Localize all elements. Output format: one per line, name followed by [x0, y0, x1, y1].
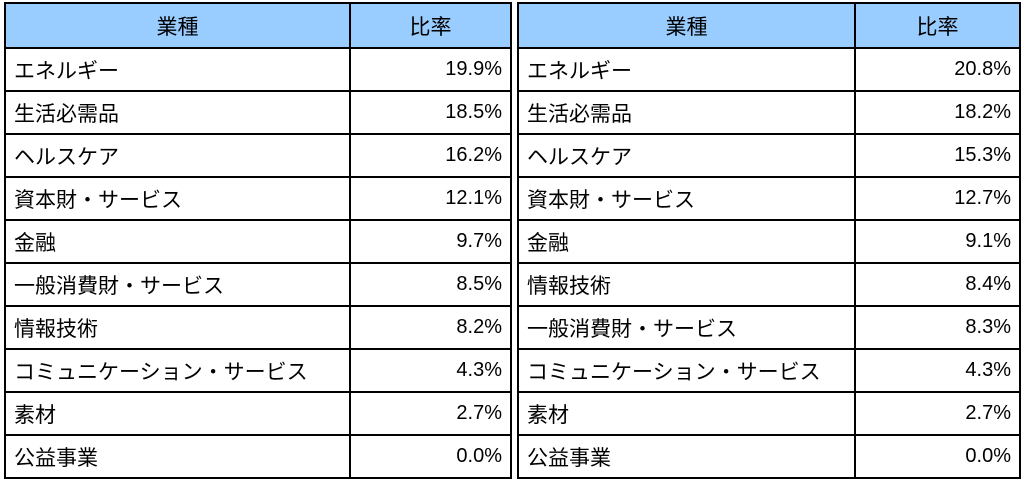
table-row: エネルギー 19.9% [4, 47, 512, 92]
table-row: 素材 2.7% [517, 391, 1021, 436]
ratio-column-header: 比率 [349, 2, 512, 49]
table-row: 一般消費財・サービス 8.3% [517, 305, 1021, 350]
sector-name-cell: エネルギー [517, 47, 856, 92]
ratio-value-cell: 18.2% [854, 90, 1021, 135]
ratio-value-cell: 18.5% [349, 90, 512, 135]
table-row: 資本財・サービス 12.1% [4, 176, 512, 221]
ratio-value-cell: 20.8% [854, 47, 1021, 92]
table-row: ヘルスケア 15.3% [517, 133, 1021, 178]
sector-name-cell: 公益事業 [4, 434, 351, 479]
table-row: 素材 2.7% [4, 391, 512, 436]
sector-name-cell: コミュニケーション・サービス [4, 348, 351, 393]
ratio-value-cell: 19.9% [349, 47, 512, 92]
ratio-value-cell: 8.3% [854, 305, 1021, 350]
ratio-value-cell: 9.7% [349, 219, 512, 264]
ratio-value-cell: 0.0% [349, 434, 512, 479]
table-row: 公益事業 0.0% [517, 434, 1021, 479]
table-row: 金融 9.7% [4, 219, 512, 264]
sector-column-header: 業種 [4, 2, 351, 49]
sector-name-cell: 資本財・サービス [4, 176, 351, 221]
ratio-value-cell: 0.0% [854, 434, 1021, 479]
table-row: エネルギー 20.8% [517, 47, 1021, 92]
ratio-value-cell: 9.1% [854, 219, 1021, 264]
sector-name-cell: 情報技術 [4, 305, 351, 350]
ratio-value-cell: 12.7% [854, 176, 1021, 221]
table-row: 一般消費財・サービス 8.5% [4, 262, 512, 307]
sector-name-cell: コミュニケーション・サービス [517, 348, 856, 393]
table-header-row: 業種 比率 [517, 2, 1021, 49]
sector-name-cell: 生活必需品 [517, 90, 856, 135]
sector-table-left: 業種 比率 エネルギー 19.9% 生活必需品 18.5% ヘルスケア 16.2% 資本財・… [4, 2, 512, 479]
table-row: 生活必需品 18.2% [517, 90, 1021, 135]
sector-name-cell: 資本財・サービス [517, 176, 856, 221]
table-row: コミュニケーション・サービス 4.3% [517, 348, 1021, 393]
sector-name-cell: エネルギー [4, 47, 351, 92]
sector-name-cell: ヘルスケア [4, 133, 351, 178]
sector-name-cell: 金融 [4, 219, 351, 264]
ratio-column-header: 比率 [854, 2, 1021, 49]
ratio-value-cell: 4.3% [854, 348, 1021, 393]
sector-name-cell: 生活必需品 [4, 90, 351, 135]
sector-name-cell: 公益事業 [517, 434, 856, 479]
ratio-value-cell: 8.2% [349, 305, 512, 350]
sector-name-cell: 一般消費財・サービス [4, 262, 351, 307]
ratio-value-cell: 16.2% [349, 133, 512, 178]
table-body: エネルギー 20.8% 生活必需品 18.2% ヘルスケア 15.3% 資本財・サービス 12… [517, 47, 1021, 479]
sector-name-cell: ヘルスケア [517, 133, 856, 178]
sector-name-cell: 情報技術 [517, 262, 856, 307]
ratio-value-cell: 2.7% [349, 391, 512, 436]
table-row: 資本財・サービス 12.7% [517, 176, 1021, 221]
ratio-value-cell: 4.3% [349, 348, 512, 393]
ratio-value-cell: 8.5% [349, 262, 512, 307]
ratio-value-cell: 12.1% [349, 176, 512, 221]
sector-name-cell: 素材 [4, 391, 351, 436]
table-row: 生活必需品 18.5% [4, 90, 512, 135]
table-header-row: 業種 比率 [4, 2, 512, 49]
sector-name-cell: 金融 [517, 219, 856, 264]
ratio-value-cell: 2.7% [854, 391, 1021, 436]
table-body: エネルギー 19.9% 生活必需品 18.5% ヘルスケア 16.2% 資本財・サービス 12… [4, 47, 512, 479]
sector-name-cell: 素材 [517, 391, 856, 436]
table-row: 公益事業 0.0% [4, 434, 512, 479]
table-row: コミュニケーション・サービス 4.3% [4, 348, 512, 393]
table-row: 情報技術 8.4% [517, 262, 1021, 307]
ratio-value-cell: 8.4% [854, 262, 1021, 307]
sector-column-header: 業種 [517, 2, 856, 49]
table-row: 金融 9.1% [517, 219, 1021, 264]
ratio-value-cell: 15.3% [854, 133, 1021, 178]
sector-name-cell: 一般消費財・サービス [517, 305, 856, 350]
table-row: 情報技術 8.2% [4, 305, 512, 350]
table-row: ヘルスケア 16.2% [4, 133, 512, 178]
sector-table-right: 業種 比率 エネルギー 20.8% 生活必需品 18.2% ヘルスケア 15.3% 資本財・… [517, 2, 1021, 479]
